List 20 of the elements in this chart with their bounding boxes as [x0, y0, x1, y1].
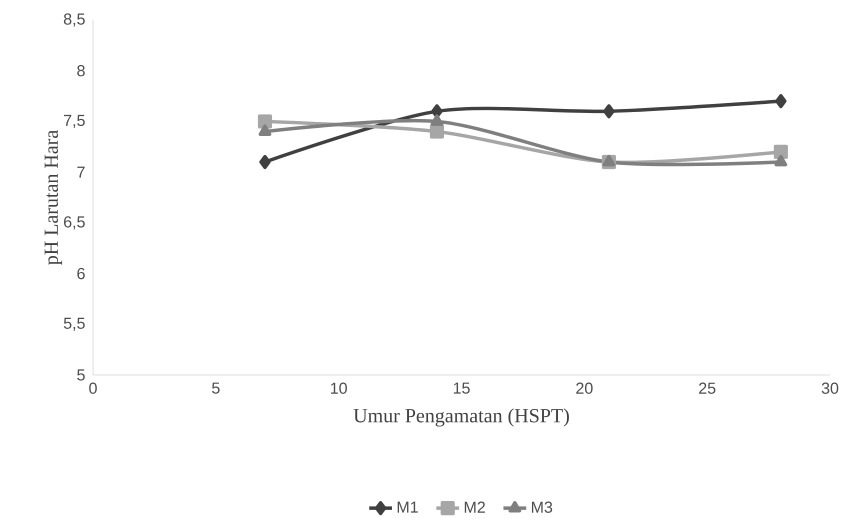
- x-tick-label: 15: [454, 382, 470, 394]
- y-tick-label: 5: [77, 369, 85, 381]
- y-axis-title: pH Larutan Hara: [44, 130, 62, 265]
- x-tick-label: 0: [89, 382, 97, 394]
- x-tick-label: 20: [576, 382, 593, 394]
- legend-label: M1: [398, 502, 418, 513]
- y-tick-label: 5,5: [64, 318, 85, 331]
- y-tick-label: 6: [77, 268, 85, 280]
- y-tick-label: 6,5: [64, 216, 85, 230]
- y-tick-label: 8: [77, 65, 85, 76]
- x-tick-label: 25: [699, 382, 716, 394]
- x-tick-label: 5: [212, 382, 220, 394]
- legend-label: M3: [532, 502, 552, 513]
- x-tick-label: 30: [822, 382, 838, 394]
- y-tick-label: 7: [77, 166, 85, 178]
- y-tick-label: 7,5: [64, 114, 85, 128]
- x-tick-label: 10: [330, 382, 347, 394]
- y-tick-label: 8,5: [64, 13, 85, 27]
- x-axis-title: Umur Pengamatan (HSPT): [354, 408, 569, 427]
- legend-label: M2: [464, 502, 485, 513]
